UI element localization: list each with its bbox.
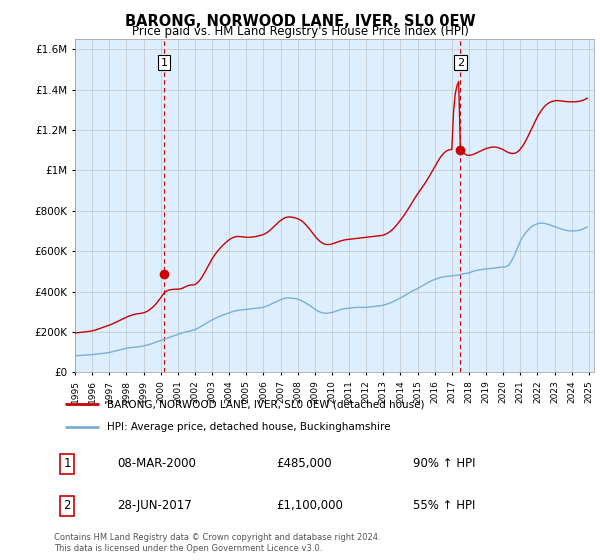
Text: 2: 2	[457, 58, 464, 68]
Text: BARONG, NORWOOD LANE, IVER, SL0 0EW (detached house): BARONG, NORWOOD LANE, IVER, SL0 0EW (det…	[107, 399, 424, 409]
Text: Price paid vs. HM Land Registry's House Price Index (HPI): Price paid vs. HM Land Registry's House …	[131, 25, 469, 38]
Text: 1: 1	[64, 457, 71, 470]
Text: £1,100,000: £1,100,000	[276, 499, 343, 512]
Text: £485,000: £485,000	[276, 457, 331, 470]
Text: 90% ↑ HPI: 90% ↑ HPI	[413, 457, 476, 470]
Text: 28-JUN-2017: 28-JUN-2017	[118, 499, 192, 512]
Text: 2: 2	[64, 499, 71, 512]
Text: HPI: Average price, detached house, Buckinghamshire: HPI: Average price, detached house, Buck…	[107, 422, 391, 432]
Text: Contains HM Land Registry data © Crown copyright and database right 2024.
This d: Contains HM Land Registry data © Crown c…	[54, 533, 380, 553]
Text: 1: 1	[160, 58, 167, 68]
Text: 55% ↑ HPI: 55% ↑ HPI	[413, 499, 475, 512]
Text: 08-MAR-2000: 08-MAR-2000	[118, 457, 196, 470]
Text: BARONG, NORWOOD LANE, IVER, SL0 0EW: BARONG, NORWOOD LANE, IVER, SL0 0EW	[125, 14, 475, 29]
